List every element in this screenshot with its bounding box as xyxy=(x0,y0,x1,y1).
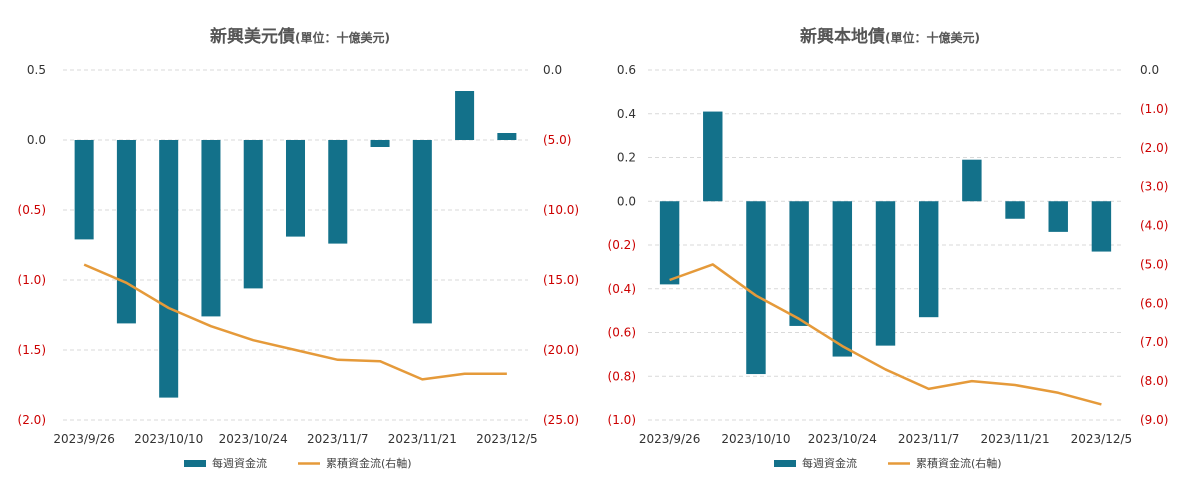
bar xyxy=(497,133,517,140)
legend: 每週資金流 累積資金流(右軸) xyxy=(184,456,412,470)
legend: 每週資金流 累積資金流(右軸) xyxy=(774,456,1002,470)
bar xyxy=(1048,201,1068,232)
y-left-tick-label: (2.0) xyxy=(18,413,46,427)
y-right-tick-label: (6.0) xyxy=(1140,296,1168,310)
bar xyxy=(918,201,939,318)
bar xyxy=(328,140,348,244)
bar xyxy=(789,201,809,326)
y-right-tick-label: (3.0) xyxy=(1140,180,1168,194)
legend-line-label: 累積資金流(右軸) xyxy=(326,456,412,470)
y-left-tick-label: 0.5 xyxy=(27,63,46,77)
legend-bar-swatch xyxy=(184,460,206,467)
chart-title: 新興美元債(單位：十億美元) xyxy=(210,26,390,47)
chart-title-main: 新興美元債 xyxy=(210,26,295,47)
bar xyxy=(746,201,766,375)
bar xyxy=(875,201,896,346)
bar xyxy=(285,140,306,237)
y-left-tick-label: (0.6) xyxy=(608,326,636,340)
y-right-tick-label: (4.0) xyxy=(1140,219,1168,233)
y-left-tick-label: (1.0) xyxy=(18,273,46,287)
x-tick-label: 2023/11/21 xyxy=(388,432,457,446)
bar xyxy=(159,140,179,398)
legend-bar-label: 每週資金流 xyxy=(802,456,857,470)
x-tick-label: 2023/11/7 xyxy=(898,432,960,446)
x-tick-label: 2023/10/10 xyxy=(721,432,790,446)
y-left-tick-label: 0.0 xyxy=(617,194,636,208)
y-left-tick-label: (0.8) xyxy=(608,369,636,383)
y-right-tick-label: (2.0) xyxy=(1140,141,1168,155)
legend-bar-swatch xyxy=(774,460,796,467)
legend-line-label: 累積資金流(右軸) xyxy=(916,456,1002,470)
x-tick-label: 2023/9/26 xyxy=(639,432,701,446)
y-left-tick-label: (0.2) xyxy=(608,238,636,252)
bar xyxy=(962,159,982,202)
bar xyxy=(201,140,221,317)
chart-2: 新興本地債(單位：十億美元) 0.6 0.4 0.2 0.0 (0.2) (0.4) (0.6… xyxy=(608,26,1169,470)
bar xyxy=(1005,201,1025,219)
x-tick-label: 2023/12/5 xyxy=(476,432,538,446)
chart-title-unit: (單位：十億美元) xyxy=(295,30,390,45)
y-right-tick-label: (1.0) xyxy=(1140,102,1168,116)
bar xyxy=(1091,201,1112,252)
y-right-tick-label: (8.0) xyxy=(1140,374,1168,388)
y-left-tick-label: 0.2 xyxy=(617,151,636,165)
y-right-tick-label: (9.0) xyxy=(1140,413,1168,427)
chart-title: 新興本地債(單位：十億美元) xyxy=(800,26,980,47)
bar xyxy=(832,201,853,357)
cumulative-flow-line xyxy=(83,263,507,381)
y-right-tick-label: (25.0) xyxy=(543,413,579,427)
legend-bar-label: 每週資金流 xyxy=(212,456,267,470)
y-right-tick-label: 0.0 xyxy=(543,63,562,77)
bar xyxy=(370,140,390,147)
bar xyxy=(243,140,263,289)
x-tick-label: 2023/11/21 xyxy=(980,432,1049,446)
y-left-tick-label: (0.5) xyxy=(18,203,46,217)
y-left-tick-label: (1.0) xyxy=(608,413,636,427)
y-left-tick-label: 0.0 xyxy=(27,133,46,147)
bar xyxy=(412,140,432,324)
x-tick-label: 2023/11/7 xyxy=(307,432,369,446)
y-right-tick-label: 0.0 xyxy=(1140,63,1159,77)
y-left-tick-label: (1.5) xyxy=(18,343,46,357)
y-right-tick-label: (15.0) xyxy=(543,273,579,287)
chart-title-unit: (單位：十億美元) xyxy=(885,30,980,45)
y-right-tick-label: (7.0) xyxy=(1140,335,1168,349)
bar xyxy=(659,201,680,285)
y-right-tick-label: (10.0) xyxy=(543,203,579,217)
bar xyxy=(455,91,475,140)
x-tick-label: 2023/12/5 xyxy=(1071,432,1133,446)
x-tick-label: 2023/10/24 xyxy=(808,432,877,446)
bar xyxy=(74,140,94,240)
y-left-tick-label: 0.6 xyxy=(617,63,636,77)
x-tick-label: 2023/9/26 xyxy=(53,432,115,446)
chart-1: 新興美元債(單位：十億美元) 0.5 0.0 (0.5) (1.0) (1.5) (2.0)… xyxy=(18,26,580,470)
y-right-tick-label: (5.0) xyxy=(1140,257,1168,271)
x-tick-label: 2023/10/24 xyxy=(219,432,288,446)
x-tick-label: 2023/10/10 xyxy=(134,432,203,446)
bar xyxy=(703,111,723,202)
y-right-tick-label: (20.0) xyxy=(543,343,579,357)
y-left-tick-label: 0.4 xyxy=(617,107,636,121)
y-left-tick-label: (0.4) xyxy=(608,282,636,296)
bar xyxy=(116,140,136,324)
chart-title-main: 新興本地債 xyxy=(800,26,885,47)
cumulative-flow-line xyxy=(669,263,1102,406)
y-right-tick-label: (5.0) xyxy=(543,133,571,147)
